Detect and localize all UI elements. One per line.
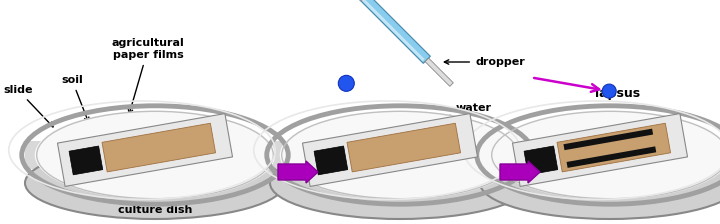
Text: lapsus: lapsus [595,86,641,99]
Ellipse shape [280,111,521,199]
Ellipse shape [270,147,530,219]
Bar [557,123,670,172]
Ellipse shape [35,111,275,199]
Bar [314,146,348,175]
FancyArrow shape [500,161,540,183]
Polygon shape [25,141,285,169]
FancyArrow shape [278,161,318,183]
Polygon shape [270,141,530,169]
Polygon shape [480,141,720,169]
Bar [347,123,461,172]
Bar [524,146,558,175]
Ellipse shape [338,75,354,91]
Text: slide: slide [4,85,53,127]
Ellipse shape [25,147,285,219]
Bar [102,123,215,172]
Bar [567,146,656,168]
Text: culture dish: culture dish [118,205,192,215]
Bar [425,58,454,86]
Bar [354,0,368,1]
Bar [302,114,477,186]
Ellipse shape [602,84,616,98]
Bar [513,114,688,186]
Bar [361,0,425,61]
Text: soil: soil [61,75,89,122]
Text: agricultural
paper films: agricultural paper films [112,38,184,114]
Bar [564,129,653,150]
Ellipse shape [490,111,720,199]
Bar [69,146,103,175]
Text: water: water [414,103,492,127]
Ellipse shape [480,147,720,219]
Text: dropper: dropper [444,57,525,67]
Bar [360,0,431,63]
Bar [58,114,233,186]
